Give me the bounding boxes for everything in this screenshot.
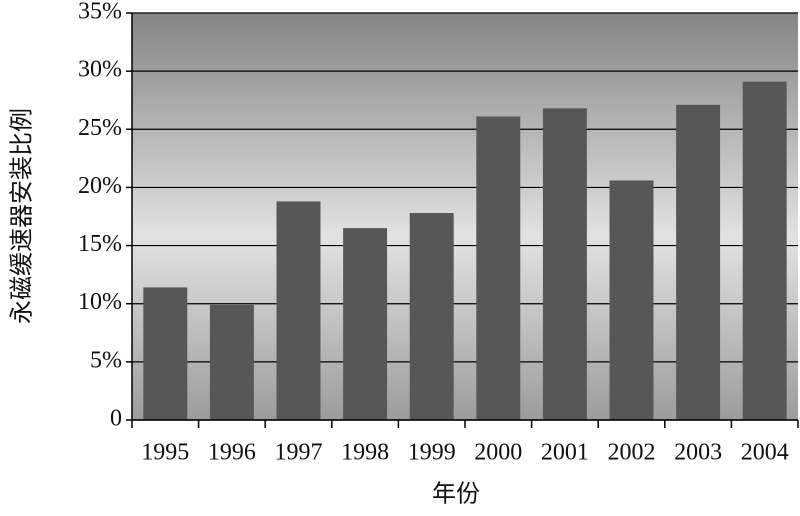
y-tick-label: 15%: [78, 231, 122, 257]
bar: [276, 201, 321, 420]
bar: [409, 213, 454, 420]
x-tick-label: 1996: [208, 440, 256, 466]
bar: [676, 104, 721, 420]
y-tick-label: 30%: [78, 57, 122, 83]
x-tick-label: 2001: [541, 440, 589, 466]
y-tick-label: 0: [110, 406, 122, 432]
bar: [343, 228, 388, 420]
x-tick-label: 2002: [608, 440, 656, 466]
x-axis-label: 年份: [432, 481, 480, 508]
bar: [542, 108, 587, 421]
x-tick-label: 1997: [275, 440, 323, 466]
y-tick-label: 20%: [78, 173, 122, 199]
bar: [209, 304, 254, 420]
y-tick-label: 25%: [78, 115, 122, 141]
x-tick-label: 1998: [341, 440, 389, 466]
x-tick-label: 2003: [674, 440, 722, 466]
y-axis-label: 永磁缓速器安装比例: [9, 108, 36, 324]
y-tick-label: 5%: [90, 347, 122, 373]
y-tick-label: 10%: [78, 289, 122, 315]
bar: [742, 81, 787, 420]
bar: [143, 287, 188, 420]
bar: [609, 180, 654, 420]
x-tick-label: 2004: [741, 440, 789, 466]
x-tick-label: 1995: [141, 440, 189, 466]
x-tick-label: 1999: [408, 440, 456, 466]
y-tick-label: 35%: [78, 0, 122, 25]
bar: [476, 116, 521, 420]
x-tick-label: 2000: [474, 440, 522, 466]
